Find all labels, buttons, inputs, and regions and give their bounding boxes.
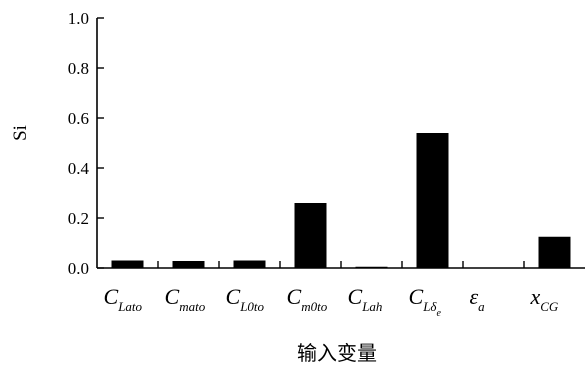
x-tick-label: xCG	[530, 284, 559, 314]
bar	[538, 236, 571, 268]
y-tick-label: 0.0	[68, 259, 89, 278]
y-tick-label: 0.6	[68, 109, 89, 128]
bar	[172, 261, 205, 268]
x-tick-label: CLah	[348, 284, 383, 314]
y-tick-label: 0.4	[68, 159, 90, 178]
x-tick-label: Cmato	[165, 284, 206, 314]
x-tick-label: CLato	[104, 284, 143, 314]
bar	[111, 260, 144, 268]
x-tick-label: CL0to	[226, 284, 265, 314]
y-axis-label: Si	[10, 125, 31, 141]
bars-group	[111, 133, 571, 268]
x-tick-label: CLδe	[409, 284, 442, 319]
y-tick-label: 0.2	[68, 209, 89, 228]
bar	[416, 133, 449, 268]
x-tick-label: εa	[470, 284, 486, 314]
bar	[294, 203, 327, 268]
x-tick-label: Cm0to	[287, 284, 328, 314]
bar	[233, 260, 266, 268]
y-tick-label: 1.0	[68, 9, 89, 28]
axes-group: 0.0 0.2 0.4 0.6 0.8 1.0 CLato Cmato CL0to Cm0to CL…	[68, 9, 585, 319]
x-axis-label: 输入变量	[297, 341, 377, 365]
y-tick-label: 0.8	[68, 59, 89, 78]
